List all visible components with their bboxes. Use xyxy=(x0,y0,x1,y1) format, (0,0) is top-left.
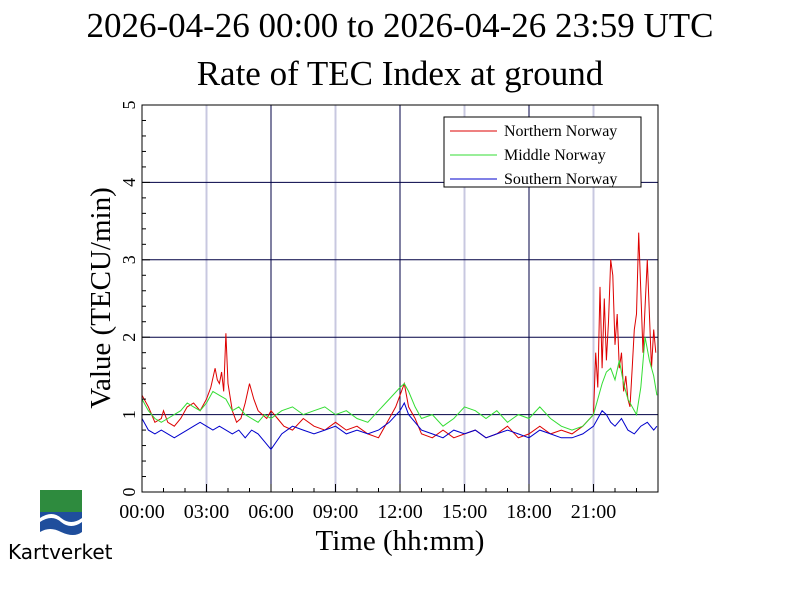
kartverket-logo-icon xyxy=(40,490,82,535)
chart-title: Rate of TEC Index at ground xyxy=(196,54,604,93)
x-tick-label: 21:00 xyxy=(571,501,617,523)
x-tick-label: 09:00 xyxy=(313,501,359,523)
y-tick-label: 0 xyxy=(119,488,139,497)
x-tick-label: 12:00 xyxy=(377,501,423,523)
series-lines xyxy=(141,232,658,451)
kartverket-logo xyxy=(8,488,118,568)
x-tick-label: 00:00 xyxy=(119,501,165,523)
y-tick-label: 2 xyxy=(119,333,139,342)
legend-label: Middle Norway xyxy=(504,147,606,164)
kartverket-logo-text: Kartverket xyxy=(8,540,113,564)
series-line-northern-norway xyxy=(141,232,657,439)
x-tick-label: 15:00 xyxy=(442,501,488,523)
y-tick-label: 5 xyxy=(119,101,139,110)
axis-ticks: 00:00 03:00 06:00 09:00 12:00 15:00 18:00 21:00… xyxy=(119,101,659,523)
time-range-title: 2026-04-26 00:00 to 2026-04-26 23:59 UTC xyxy=(86,6,714,45)
y-tick-label: 4 xyxy=(119,178,139,187)
series-line-middle-norway xyxy=(141,337,658,431)
x-axis-label: Time (hh:mm) xyxy=(316,525,485,557)
x-tick-label: 03:00 xyxy=(184,501,230,523)
y-tick-label: 3 xyxy=(119,255,139,264)
x-tick-label: 06:00 xyxy=(248,501,294,523)
series-line-southern-norway xyxy=(141,401,658,451)
x-tick-label: 18:00 xyxy=(506,501,552,523)
y-tick-label: 1 xyxy=(119,410,139,419)
y-axis-label: Value (TECU/min) xyxy=(85,187,117,408)
legend-label: Southern Norway xyxy=(504,171,617,188)
legend-label: Northern Norway xyxy=(504,123,617,140)
legend-box xyxy=(443,116,642,188)
legend: Northern Norway Middle Norway Southern Nor… xyxy=(443,116,642,188)
